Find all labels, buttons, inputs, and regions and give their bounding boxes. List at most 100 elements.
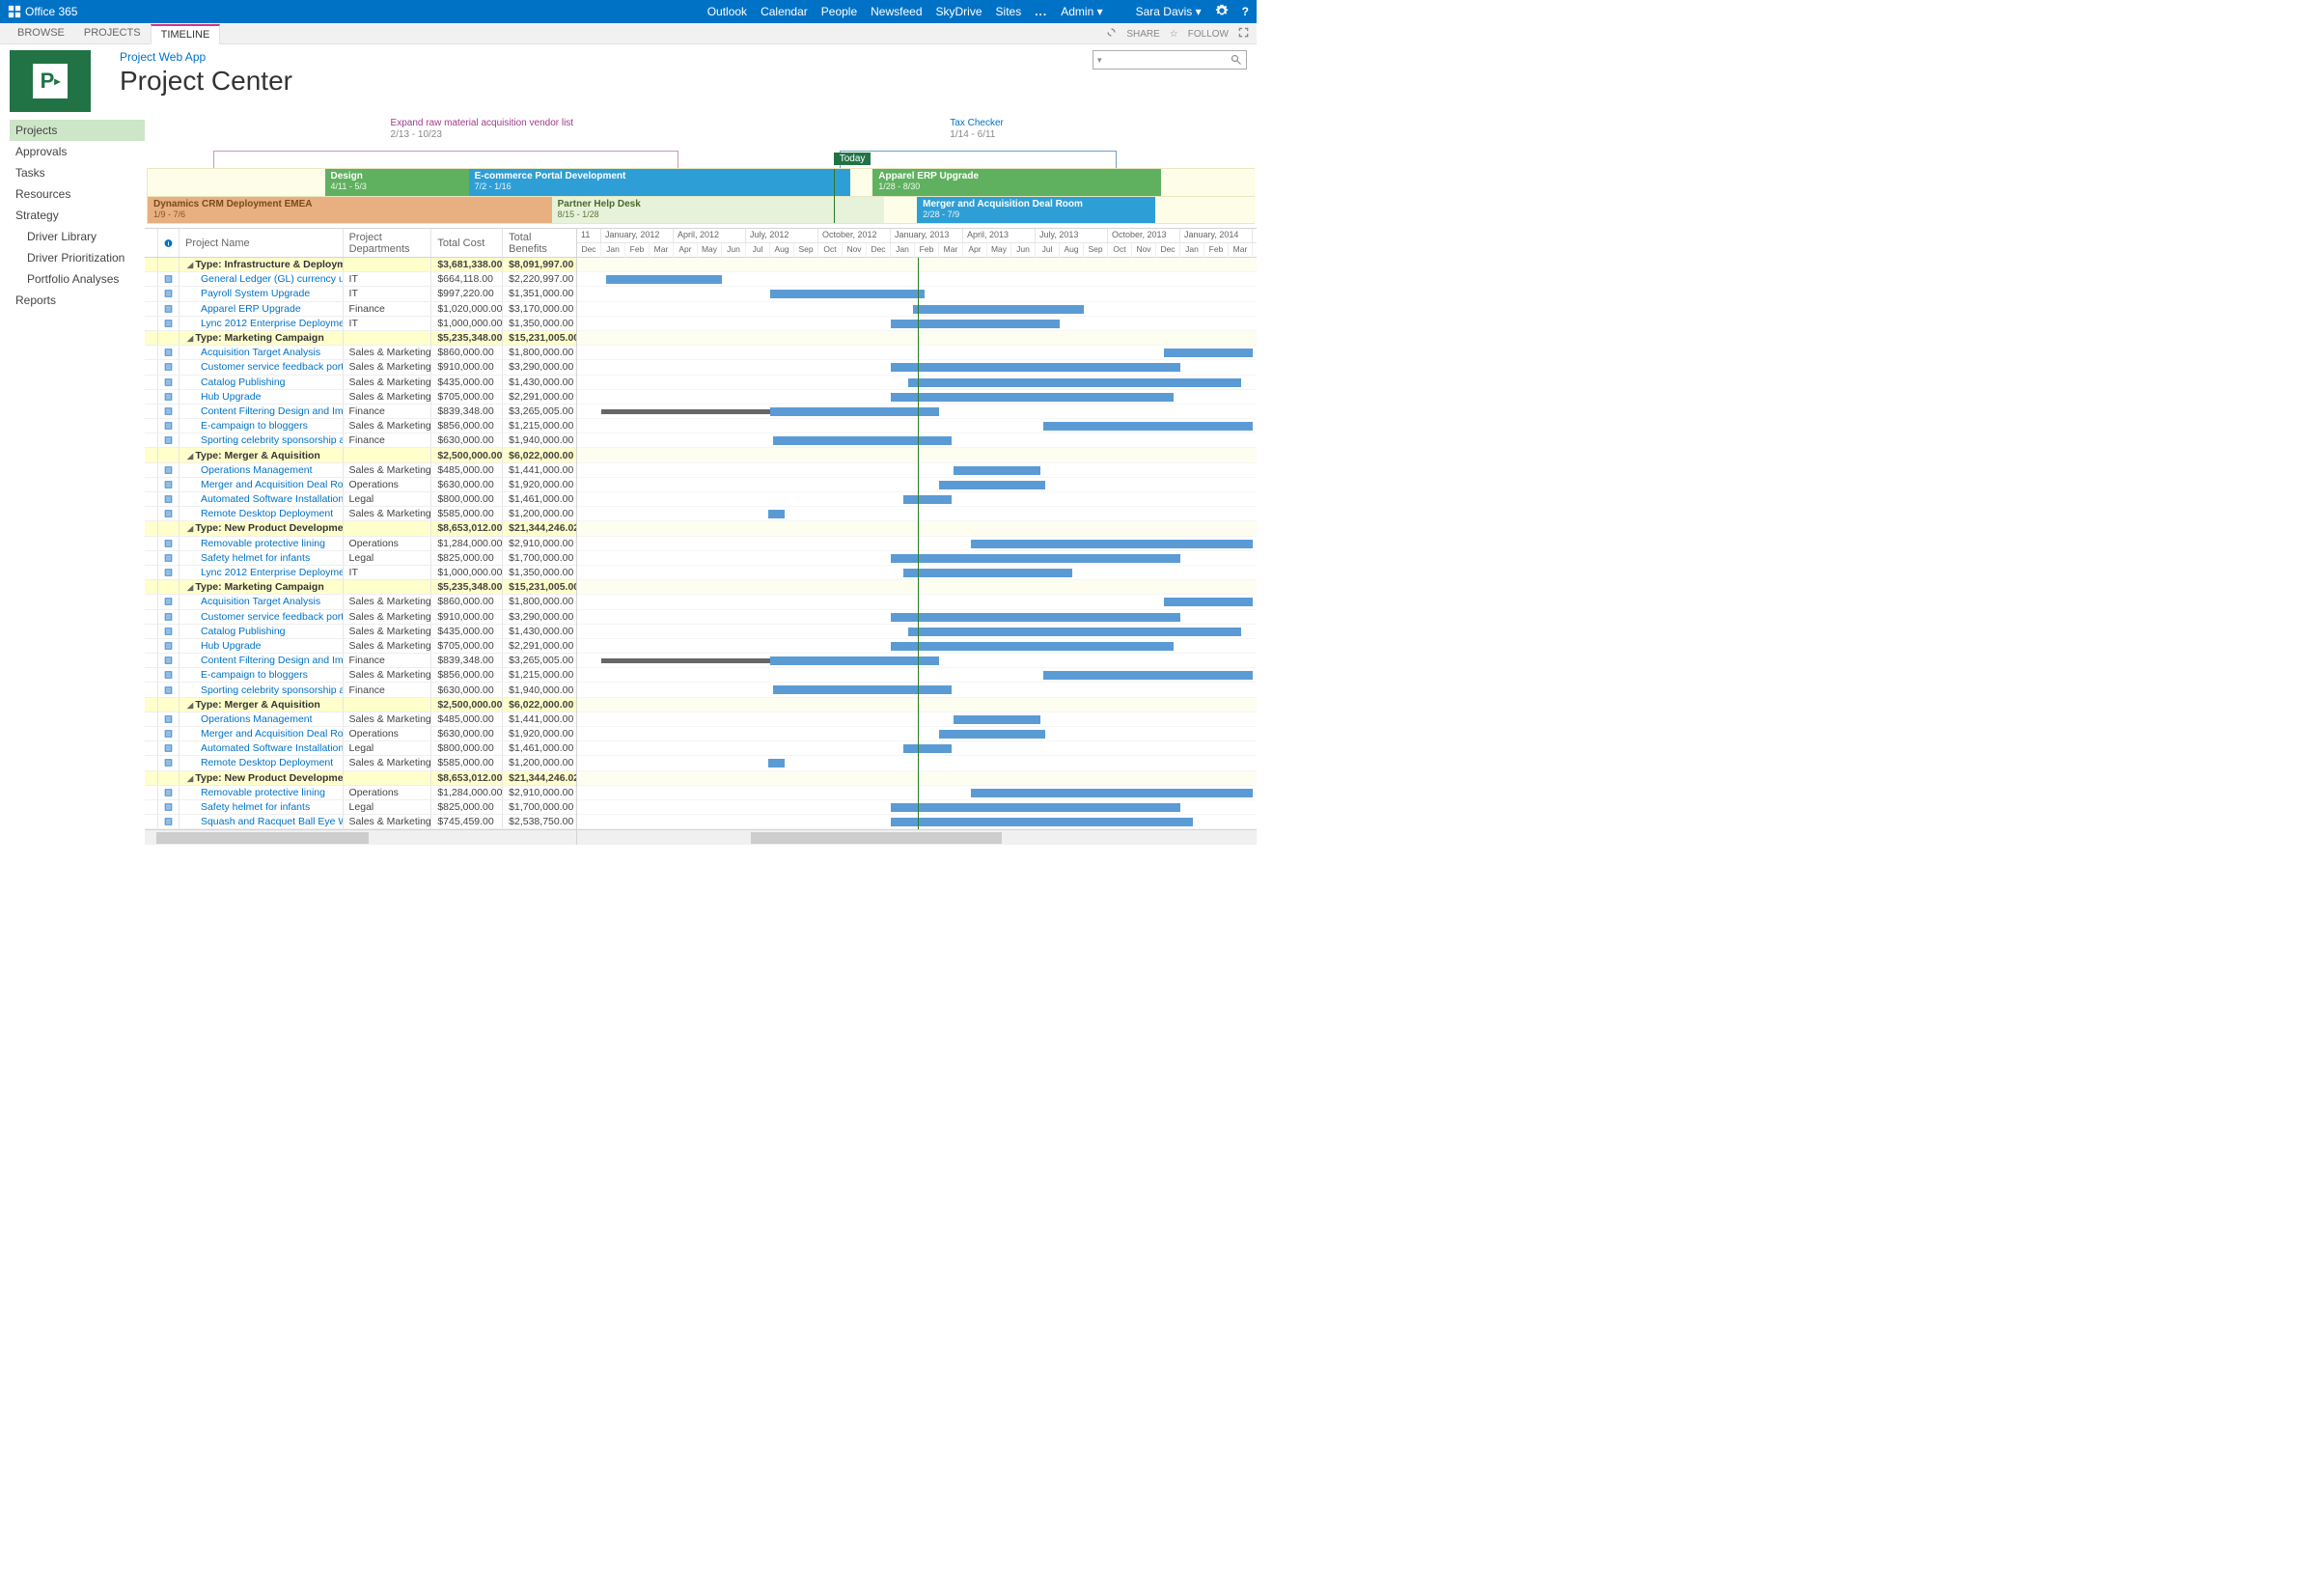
project-name-link[interactable]: Customer service feedback portal [185, 361, 344, 373]
project-row[interactable]: Acquisition Target AnalysisSales & Marke… [145, 595, 576, 609]
project-name-link[interactable]: Operations Management [185, 713, 313, 725]
col-header-benefits[interactable]: Total Benefits [503, 229, 576, 257]
project-row[interactable]: Squash and Racquet Ball Eye WearSales & … [145, 815, 576, 829]
breadcrumb[interactable]: Project Web App [120, 50, 292, 64]
project-row[interactable]: Safety helmet for infantsLegal$825,000.0… [145, 800, 576, 815]
timeline-bar[interactable]: Dynamics CRM Deployment EMEA1/9 - 7/6 [148, 197, 552, 223]
gantt-bar[interactable] [908, 628, 1241, 636]
ribbon-tab-browse[interactable]: BROWSE [8, 24, 74, 43]
suite-link-sites[interactable]: Sites [996, 5, 1022, 18]
project-name-link[interactable]: Acquisition Target Analysis [185, 596, 320, 607]
ql-item-projects[interactable]: Projects [10, 120, 145, 141]
timeline-callout[interactable]: Tax Checker1/14 - 6/11 [950, 118, 1004, 141]
group-row[interactable]: Type: New Product Development$8,653,012.… [145, 521, 576, 536]
gantt-summary-bar[interactable] [601, 658, 770, 663]
gantt-bar[interactable] [971, 789, 1254, 797]
gantt-bar[interactable] [954, 466, 1040, 475]
project-row[interactable]: Apparel ERP UpgradeFinance$1,020,000.00$… [145, 302, 576, 317]
ribbon-tab-timeline[interactable]: TIMELINE [151, 24, 221, 44]
project-name-link[interactable]: Removable protective lining [185, 538, 325, 549]
user-menu[interactable]: Sara Davis ▾ [1136, 5, 1202, 18]
project-row[interactable]: Lync 2012 Enterprise DeploymentIT$1,000,… [145, 317, 576, 331]
admin-menu[interactable]: Admin ▾ [1061, 5, 1102, 18]
sync-icon[interactable] [1106, 27, 1117, 41]
share-button[interactable]: SHARE [1126, 29, 1159, 40]
timeline-bar[interactable]: Apparel ERP Upgrade1/28 - 8/30 [872, 169, 1160, 196]
project-row[interactable]: Catalog PublishingSales & Marketing$435,… [145, 625, 576, 639]
ql-item-strategy[interactable]: Strategy [10, 205, 145, 226]
project-row[interactable]: Remote Desktop DeploymentSales & Marketi… [145, 507, 576, 521]
gantt-bar[interactable] [768, 759, 786, 768]
project-name-link[interactable]: Merger and Acquisition Deal Room [185, 479, 344, 490]
project-row[interactable]: Content Filtering Design and Implementat… [145, 405, 576, 419]
ql-item-portfolio-analyses[interactable]: Portfolio Analyses [10, 268, 145, 290]
gantt-bar[interactable] [891, 393, 1174, 402]
gantt-bar[interactable] [954, 715, 1040, 724]
project-row[interactable]: Content Filtering Design and Implementat… [145, 654, 576, 668]
project-row[interactable]: Customer service feedback portalSales & … [145, 610, 576, 625]
col-header-cost[interactable]: Total Cost [431, 229, 503, 257]
follow-star-icon[interactable]: ☆ [1170, 29, 1178, 40]
gantt-bar[interactable] [903, 495, 952, 504]
project-row[interactable]: Remote Desktop DeploymentSales & Marketi… [145, 756, 576, 770]
col-header-name[interactable]: Project Name [180, 229, 344, 257]
project-row[interactable]: Sporting celebrity sponsorship and endor… [145, 683, 576, 697]
gantt-bar[interactable] [1043, 422, 1254, 431]
project-name-link[interactable]: Automated Software Installation [185, 493, 344, 505]
project-name-link[interactable]: Lync 2012 Enterprise Deployment [185, 567, 344, 578]
suite-link-skydrive[interactable]: SkyDrive [936, 5, 982, 18]
project-row[interactable]: Operations ManagementSales & Marketing$4… [145, 712, 576, 727]
gantt-bar[interactable] [1164, 349, 1254, 357]
follow-button[interactable]: FOLLOW [1188, 29, 1229, 40]
project-name-link[interactable]: Automated Software Installation [185, 742, 344, 754]
project-name-link[interactable]: Sporting celebrity sponsorship and endor… [185, 434, 344, 446]
suite-link-people[interactable]: People [821, 5, 857, 18]
project-row[interactable]: Catalog PublishingSales & Marketing$435,… [145, 376, 576, 390]
timeline-bar[interactable]: Merger and Acquisition Deal Room2/28 - 7… [917, 197, 1155, 223]
project-row[interactable]: Merger and Acquisition Deal RoomOperatio… [145, 727, 576, 741]
ribbon-tab-projects[interactable]: PROJECTS [74, 24, 151, 43]
project-row[interactable]: Sporting celebrity sponsorship and endor… [145, 433, 576, 448]
ql-item-reports[interactable]: Reports [10, 290, 145, 311]
project-name-link[interactable]: Apparel ERP Upgrade [185, 303, 301, 315]
gantt-bar[interactable] [891, 818, 1193, 826]
project-name-link[interactable]: General Ledger (GL) currency update [185, 273, 344, 285]
gantt-bar[interactable] [939, 481, 1045, 489]
project-row[interactable]: Acquisition Target AnalysisSales & Marke… [145, 346, 576, 360]
project-name-link[interactable]: Safety helmet for infants [185, 552, 310, 564]
gantt-bar[interactable] [908, 378, 1241, 387]
ql-item-driver-library[interactable]: Driver Library [10, 226, 145, 247]
project-row[interactable]: Safety helmet for infantsLegal$825,000.0… [145, 551, 576, 566]
suite-link-outlook[interactable]: Outlook [707, 5, 747, 18]
suite-more-icon[interactable]: ... [1035, 5, 1047, 18]
project-name-link[interactable]: Merger and Acquisition Deal Room [185, 728, 344, 740]
gantt-bar[interactable] [773, 685, 952, 694]
project-row[interactable]: Payroll System UpgradeIT$997,220.00$1,35… [145, 287, 576, 301]
project-row[interactable]: General Ledger (GL) currency updateIT$66… [145, 272, 576, 287]
project-row[interactable]: Hub UpgradeSales & Marketing$705,000.00$… [145, 639, 576, 654]
project-row[interactable]: E-campaign to bloggersSales & Marketing$… [145, 668, 576, 683]
project-name-link[interactable]: Catalog Publishing [185, 377, 286, 388]
gantt-bar[interactable] [891, 642, 1174, 651]
suite-link-calendar[interactable]: Calendar [761, 5, 808, 18]
project-row[interactable]: E-campaign to bloggersSales & Marketing$… [145, 419, 576, 433]
ql-item-approvals[interactable]: Approvals [10, 141, 145, 162]
project-name-link[interactable]: Lync 2012 Enterprise Deployment [185, 318, 344, 329]
project-name-link[interactable]: Operations Management [185, 464, 313, 476]
gantt-bar[interactable] [939, 730, 1045, 739]
timeline-callout[interactable]: Expand raw material acquisition vendor l… [391, 118, 574, 141]
project-name-link[interactable]: Safety helmet for infants [185, 801, 310, 813]
project-row[interactable]: Removable protective liningOperations$1,… [145, 786, 576, 800]
project-row[interactable]: Automated Software InstallationLegal$800… [145, 492, 576, 507]
gantt-bar[interactable] [891, 320, 1060, 328]
project-name-link[interactable]: Removable protective lining [185, 787, 325, 798]
project-row[interactable]: Operations ManagementSales & Marketing$4… [145, 463, 576, 478]
timeline-bar[interactable]: Design4/11 - 5/3 [325, 169, 469, 196]
project-row[interactable]: Automated Software InstallationLegal$800… [145, 741, 576, 756]
project-row[interactable]: Merger and Acquisition Deal RoomOperatio… [145, 478, 576, 492]
gantt-bar[interactable] [1043, 671, 1254, 680]
suite-brand[interactable]: Office 365 [8, 5, 77, 18]
project-name-link[interactable]: Payroll System Upgrade [185, 288, 310, 299]
gantt-bar[interactable] [971, 540, 1254, 548]
gantt-bar[interactable] [770, 290, 925, 298]
